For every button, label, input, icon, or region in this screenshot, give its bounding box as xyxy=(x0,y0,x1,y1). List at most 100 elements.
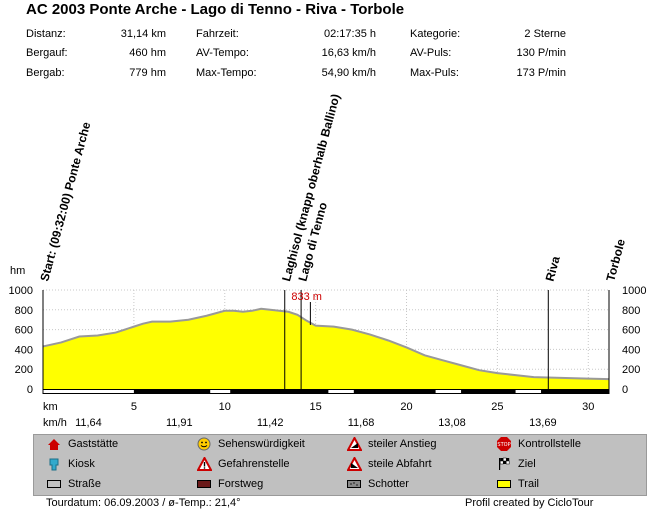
waypoint-label: Riva xyxy=(543,254,563,282)
x-axis-unit-label: km xyxy=(43,401,58,413)
track-segment xyxy=(328,390,354,393)
legend-label: Schotter xyxy=(368,478,409,490)
elevation-line xyxy=(42,307,610,381)
speed-label: 11,42 xyxy=(257,417,284,429)
stat-avg-pulse-value: 130 P/min xyxy=(516,47,566,59)
y-tick-labels: 0 0 200 200 400 400 600 600 800 800 1000 1000 xyxy=(9,285,647,396)
speed-label: 13,08 xyxy=(438,417,466,429)
legend-item-forest-road: Forstweg xyxy=(196,477,263,491)
y-tick-label-right: 200 xyxy=(622,364,640,376)
y-tick-label-left: 1000 xyxy=(9,285,33,297)
stat-avg-speed-value: 16,63 km/h xyxy=(321,47,376,59)
track-segment xyxy=(43,390,134,393)
y-tick-label-left: 200 xyxy=(15,364,33,376)
stat-time-label: Fahrzeit: xyxy=(196,28,239,40)
legend-label: Gefahrenstelle xyxy=(218,458,290,470)
legend-item-road: Straße xyxy=(46,477,101,491)
gravel-icon xyxy=(346,477,362,491)
x-tick-label: 20 xyxy=(400,401,412,413)
legend-item-danger: Gefahrenstelle xyxy=(196,457,290,471)
danger-icon xyxy=(196,457,212,471)
stat-max-pulse-value: 173 P/min xyxy=(516,67,566,79)
legend-panel xyxy=(33,434,647,496)
stat-max-pulse-label: Max-Puls: xyxy=(410,67,459,79)
footer-credit: Profil created by CicloTour xyxy=(465,497,594,509)
forest-road-icon xyxy=(196,477,212,491)
stat-time-value: 02:17:35 h xyxy=(324,28,376,40)
legend-label: Forstweg xyxy=(218,478,264,490)
y-tick-label-left: 600 xyxy=(15,325,33,337)
y-tick-label-right: 400 xyxy=(622,344,640,356)
speed-label: 11,68 xyxy=(348,417,375,429)
y-tick-label-right: 600 xyxy=(622,325,640,337)
stat-max-speed-label: Max-Tempo: xyxy=(196,67,257,79)
page-title: AC 2003 Ponte Arche - Lago di Tenno - Ri… xyxy=(26,1,405,18)
legend-label: steile Abfahrt xyxy=(368,458,432,470)
gasthouse-icon xyxy=(46,437,62,451)
stat-category-value: 2 Sterne xyxy=(524,28,566,40)
x-tick-label: 15 xyxy=(310,401,322,413)
y-tick-label-left: 400 xyxy=(15,344,33,356)
peak-elevation-label: 833 m xyxy=(291,291,322,303)
legend-label: Trail xyxy=(518,478,539,490)
track-bar xyxy=(43,389,609,394)
legend-label: Gaststätte xyxy=(68,438,119,450)
stat-distance-value: 31,14 km xyxy=(120,28,166,40)
stat-ascent-label: Bergauf: xyxy=(26,47,68,59)
stat-max-speed-value: 54,90 km/h xyxy=(321,67,376,79)
legend-item-gravel: Schotter xyxy=(346,477,409,491)
legend-label: Ziel xyxy=(518,458,536,470)
legend-item-checkpoint: STOP Kontrollstelle xyxy=(496,437,581,451)
legend-label: Kiosk xyxy=(68,458,95,470)
waypoint-lines xyxy=(284,290,549,389)
legend-item-gasthouse: Gaststätte xyxy=(46,437,118,451)
steep-climb-icon xyxy=(346,437,362,451)
trail-icon xyxy=(496,477,512,491)
x-tick-label: 10 xyxy=(219,401,231,413)
road-icon xyxy=(46,477,62,491)
speed-label: 11,64 xyxy=(75,417,102,429)
y-tick-label-right: 0 xyxy=(622,384,628,396)
y-tick-label-right: 800 xyxy=(622,305,640,317)
legend-item-trail: Trail xyxy=(496,477,539,491)
footer-tour-info: Tourdatum: 06.09.2003 / ø-Temp.: 21,4° xyxy=(46,497,241,509)
elevation-area xyxy=(43,308,609,389)
stat-avg-speed-label: AV-Tempo: xyxy=(196,47,249,59)
y-tick-label-left: 0 xyxy=(27,384,33,396)
stat-descent-value: 779 hm xyxy=(129,67,166,79)
legend-item-kiosk: Kiosk xyxy=(46,457,95,471)
speed-unit-label: km/h xyxy=(43,417,67,429)
waypoint-label: Torbole xyxy=(603,237,628,283)
track-segment xyxy=(515,390,542,393)
speed-label: 13,69 xyxy=(529,417,557,429)
stat-ascent-value: 460 hm xyxy=(129,47,166,59)
stop-sign-icon: STOP xyxy=(496,437,512,451)
x-tick-label: 25 xyxy=(491,401,503,413)
track-segment xyxy=(210,390,231,393)
stat-distance-label: Distanz: xyxy=(26,28,66,40)
y-tick-label-right: 1000 xyxy=(622,285,646,297)
track-segments xyxy=(43,390,542,393)
stat-descent-label: Bergab: xyxy=(26,67,65,79)
speed-labels: 11,64 11,91 11,42 11,68 13,08 13,69 xyxy=(75,417,557,429)
legend-item-steep-climb: steiler Anstieg xyxy=(346,437,436,451)
svg-text:STOP: STOP xyxy=(497,442,510,448)
speed-label: 11,91 xyxy=(166,417,193,429)
legend-label: Sehenswürdigkeit xyxy=(218,438,305,450)
legend-label: steiler Anstieg xyxy=(368,438,437,450)
elevation-profile-chart: 0 0 200 200 400 400 600 600 800 800 1000 1000 5 10 15… xyxy=(9,92,647,429)
legend-item-finish: Ziel xyxy=(496,457,536,471)
x-tick-label: 30 xyxy=(582,401,594,413)
legend-label: Kontrollstelle xyxy=(518,438,581,450)
steep-descent-icon xyxy=(346,457,362,471)
y-axis-unit-label: hm xyxy=(10,265,25,277)
x-tick-labels: 5 10 15 20 25 30 xyxy=(131,401,595,413)
stat-category-label: Kategorie: xyxy=(410,28,461,40)
track-segment xyxy=(435,390,462,393)
waypoint-label: Start: (09:32:00) Ponte Arche xyxy=(37,120,93,283)
smiley-icon xyxy=(196,437,212,451)
x-tick-label: 5 xyxy=(131,401,137,413)
kiosk-icon xyxy=(46,457,62,471)
y-tick-label-left: 800 xyxy=(15,305,33,317)
stat-avg-pulse-label: AV-Puls: xyxy=(410,47,452,59)
